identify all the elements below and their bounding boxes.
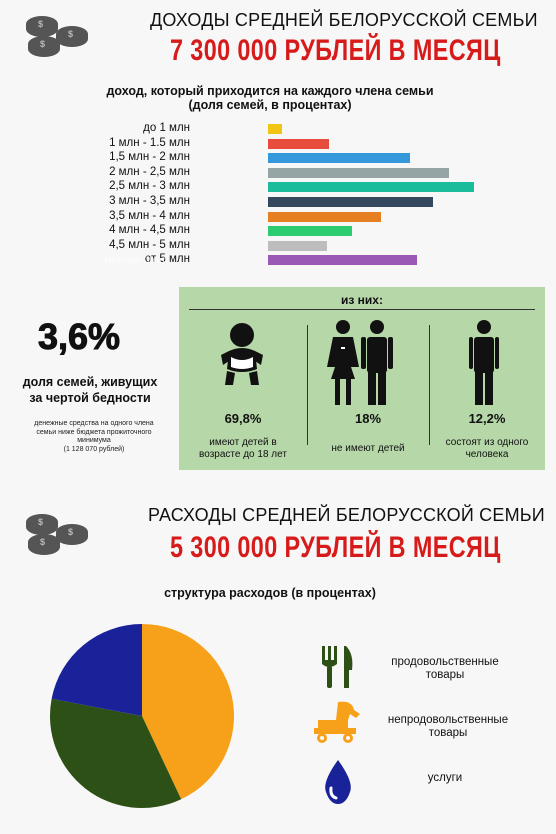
column-divider: [307, 325, 308, 445]
svg-text:$: $: [68, 527, 73, 537]
svg-text:$: $: [40, 537, 45, 547]
poverty-percent: 3,6%: [37, 316, 121, 358]
breakdown-divider: [189, 309, 535, 310]
breakdown-caption-line2: возрасте до 18 лет: [199, 449, 287, 460]
poverty-note-line2: семьи ниже бюджета прожиточного: [36, 428, 152, 436]
breakdown-caption-line1: не имеют детей: [331, 443, 405, 454]
expenses-headline: 5 300 000 РУБЛЕЙ В МЕСЯЦ: [170, 531, 501, 564]
column-divider: [429, 325, 430, 445]
bar: [268, 124, 282, 134]
poverty-note-line4: (1 128 070 рублей): [63, 445, 125, 453]
breakdown-header: из них:: [341, 293, 383, 307]
bar: [268, 211, 381, 222]
poverty-note: денежные средства на одного члена семьи …: [14, 420, 174, 454]
legend-label: непродовольственные товары: [368, 714, 528, 740]
pie-slice: [142, 624, 234, 800]
trojan-horse-icon: [314, 701, 360, 743]
legend-label-line1: продовольственные: [391, 656, 499, 668]
bar-category-label: 3 млн - 3,5 млн: [109, 195, 190, 207]
watermark-text: Minimum Chart: [104, 255, 166, 265]
poverty-note-line3: минимума: [77, 437, 111, 444]
income-subtitle-line1: доход, который приходится на каждого чле…: [106, 84, 434, 98]
pie-slice: [49, 698, 182, 808]
fork-knife-icon: [322, 646, 353, 688]
bar-category-label: от 5 млн: [144, 253, 190, 266]
bar: [268, 255, 418, 266]
legend-label: услуги: [370, 772, 520, 785]
bar: [268, 153, 411, 164]
bar-category-label: 1,5 млн - 2 млн: [109, 151, 190, 164]
bar-category-label: 2,5 млн - 3 млн: [109, 180, 190, 193]
breakdown-caption: не имеют детей: [307, 443, 429, 455]
income-subtitle: доход, который приходится на каждого чле…: [60, 84, 480, 112]
breakdown-box: из них: 69,8%: [179, 287, 545, 470]
svg-text:$: $: [38, 19, 43, 29]
svg-text:$: $: [38, 517, 43, 527]
poverty-label-line2: за чертой бедности: [29, 391, 151, 405]
income-subtitle-line2: (доля семей, в процентах): [188, 98, 352, 112]
legend-label-line1: услуги: [427, 772, 463, 784]
poverty-note-line1: денежные средства на одного члена: [34, 420, 154, 427]
income-bar-chart: до 1 млн 1 млн - 1.5 млн 1,5 млн - 2 млн 2 …: [0, 120, 556, 272]
legend-label-line2: товары: [425, 669, 465, 681]
bar: [268, 167, 449, 178]
coins-icon: $ $ $: [26, 16, 88, 57]
legend-label-line1: непродовольственные: [387, 714, 509, 726]
breakdown-caption-line2: человека: [465, 449, 509, 460]
couple-icon: [327, 320, 393, 405]
breakdown-caption: состоят из одного человека: [429, 437, 545, 461]
bar: [268, 197, 433, 207]
svg-text:$: $: [68, 29, 73, 39]
bar-category-label: 3,5 млн - 4 млн: [109, 209, 190, 222]
breakdown-caption: имеют детей в возрасте до 18 лет: [183, 437, 303, 461]
expenses-title: РАСХОДЫ СРЕДНЕЙ БЕЛОРУССКОЙ СЕМЬИ: [148, 505, 545, 525]
baby-icon: [221, 323, 263, 385]
coins-icon: $ $ $: [26, 514, 88, 555]
poverty-label-line1: доля семей, живущих: [22, 375, 158, 389]
expenses-pie-chart: [49, 624, 234, 808]
expenses-subtitle: структура расходов (в процентах): [164, 586, 376, 600]
legend-label-line2: товары: [428, 727, 468, 739]
breakdown-caption-line1: состоят из одного: [445, 437, 529, 448]
breakdown-percent: 18%: [354, 411, 382, 426]
bar-category-label: 2 млн - 2,5 млн: [109, 165, 190, 178]
drop-icon: [325, 760, 351, 804]
breakdown-percent: 12,2%: [468, 411, 506, 426]
income-headline: 7 300 000 РУБЛЕЙ В МЕСЯЦ: [170, 34, 501, 67]
bar-category-label: 4,5 млн - 5 млн: [109, 238, 190, 251]
bar-category-label: 1 млн - 1.5 млн: [109, 136, 190, 149]
breakdown-caption-line1: имеют детей в: [209, 437, 277, 448]
income-title: ДОХОДЫ СРЕДНЕЙ БЕЛОРУССКОЙ СЕМЬИ: [150, 10, 538, 30]
breakdown-percent: 69,8%: [224, 411, 262, 426]
person-icon: [469, 320, 499, 405]
svg-text:$: $: [40, 39, 45, 49]
legend-label: продовольственные товары: [370, 656, 520, 682]
bar: [268, 240, 327, 251]
poverty-label: доля семей, живущих за чертой бедности: [8, 374, 172, 406]
bar-category-label: 4 млн - 4,5 млн: [109, 224, 190, 237]
pie-slice: [51, 624, 142, 716]
bar: [268, 182, 474, 193]
bar: [268, 138, 330, 149]
bar-category-label: до 1 млн: [143, 122, 190, 134]
bar: [268, 226, 352, 237]
